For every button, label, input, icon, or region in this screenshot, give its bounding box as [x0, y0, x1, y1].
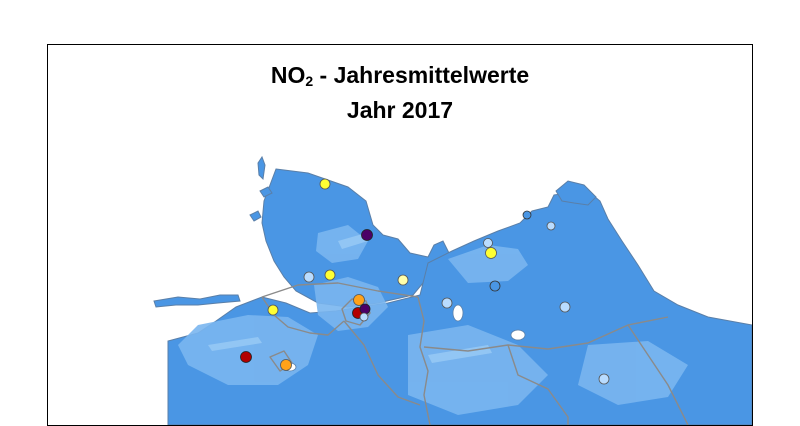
station-marker[interactable]: [241, 352, 252, 363]
lake-schwerin: [453, 305, 463, 321]
station-marker[interactable]: [360, 304, 370, 314]
station-marker[interactable]: [320, 179, 330, 189]
station-marker[interactable]: [490, 281, 500, 291]
station-marker[interactable]: [304, 272, 314, 282]
title-prefix: NO: [271, 62, 306, 88]
map-subtitle: Jahr 2017: [48, 96, 752, 125]
station-marker[interactable]: [560, 302, 570, 312]
station-marker[interactable]: [268, 305, 278, 315]
station-marker[interactable]: [484, 239, 493, 248]
map-frame: NO2 - Jahresmittelwerte Jahr 2017: [47, 44, 753, 426]
title-suffix: - Jahresmittelwerte: [313, 62, 529, 88]
map-title-block: NO2 - Jahresmittelwerte Jahr 2017: [48, 61, 752, 125]
station-marker[interactable]: [486, 248, 497, 259]
title-subscript: 2: [305, 73, 313, 89]
station-marker[interactable]: [442, 298, 452, 308]
station-marker[interactable]: [547, 222, 555, 230]
land-island-sylt: [258, 157, 265, 179]
lake-mueritz: [511, 330, 525, 340]
station-marker[interactable]: [362, 230, 373, 241]
land-island-pellworm: [250, 211, 261, 221]
map-title: NO2 - Jahresmittelwerte: [48, 61, 752, 96]
station-marker[interactable]: [354, 295, 365, 306]
station-marker[interactable]: [398, 275, 408, 285]
station-marker[interactable]: [599, 374, 609, 384]
station-marker[interactable]: [360, 313, 368, 321]
land-island-ruegen: [556, 181, 596, 205]
station-marker[interactable]: [325, 270, 335, 280]
station-marker[interactable]: [281, 360, 292, 371]
station-marker[interactable]: [523, 211, 531, 219]
land-frisian-islands: [154, 295, 240, 307]
